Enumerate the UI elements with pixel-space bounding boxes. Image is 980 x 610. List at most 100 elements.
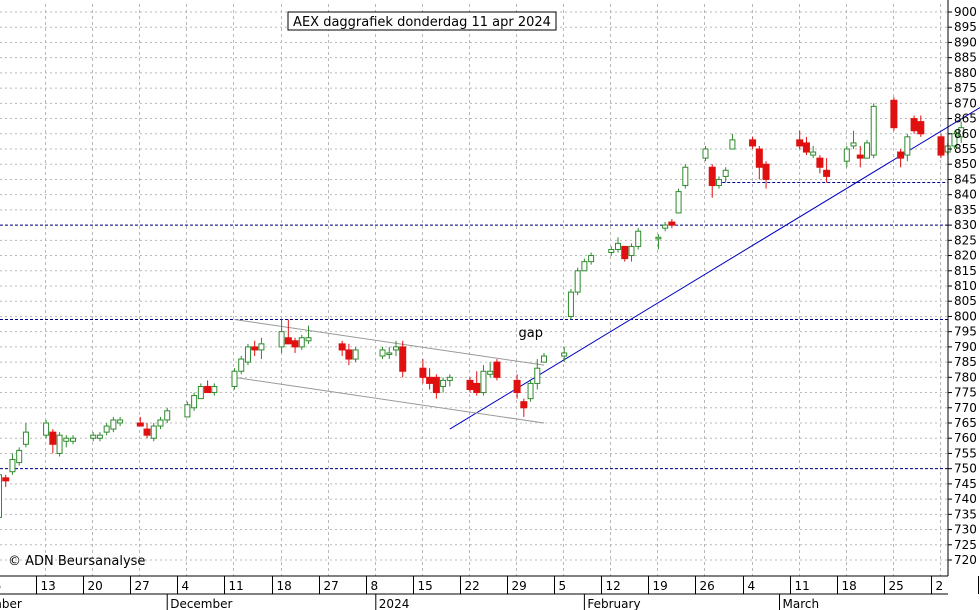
candle bbox=[244, 343, 251, 366]
candle bbox=[823, 158, 831, 183]
candle bbox=[682, 164, 689, 189]
candle-body-up bbox=[487, 370, 494, 375]
candle bbox=[917, 115, 925, 137]
x-day-label: 22 bbox=[465, 579, 480, 593]
y-tick-label: 740 bbox=[954, 492, 977, 506]
candle bbox=[561, 346, 568, 363]
candle-body-up bbox=[63, 437, 70, 442]
candle bbox=[298, 334, 305, 350]
candle bbox=[197, 383, 204, 400]
candle bbox=[238, 356, 245, 375]
candle bbox=[729, 133, 736, 150]
candle bbox=[480, 365, 487, 396]
x-day-label: 15 bbox=[418, 579, 433, 593]
candle bbox=[305, 325, 312, 344]
candle-body-down bbox=[291, 340, 299, 348]
x-month-label: March bbox=[783, 597, 820, 610]
candle-body-up bbox=[164, 410, 171, 421]
support-resistance-levels bbox=[0, 181, 948, 470]
candle-body-up bbox=[157, 419, 164, 427]
x-day-label: 25 bbox=[889, 579, 904, 593]
candle-body-up bbox=[527, 382, 534, 400]
candle bbox=[655, 234, 662, 250]
candle bbox=[56, 432, 63, 457]
candle bbox=[796, 130, 804, 149]
candle-body-up bbox=[702, 148, 709, 159]
candle bbox=[574, 267, 581, 296]
candle-body-down bbox=[136, 422, 144, 427]
x-month-label: 2024 bbox=[379, 597, 410, 610]
y-tick-label: 770 bbox=[954, 401, 977, 415]
candle-body-up bbox=[117, 419, 124, 424]
candle-body-down bbox=[2, 477, 10, 482]
candle bbox=[621, 245, 629, 262]
candle-body-down bbox=[668, 221, 676, 226]
candle bbox=[419, 359, 427, 384]
candle-body-down bbox=[890, 99, 898, 129]
candle bbox=[897, 149, 905, 168]
candle-body-down bbox=[399, 346, 407, 372]
candle bbox=[251, 340, 259, 357]
candle-body-down bbox=[204, 385, 212, 394]
candle-body-down bbox=[338, 343, 346, 351]
candle-body-up bbox=[43, 422, 50, 436]
candle-body-down bbox=[749, 139, 757, 147]
candle bbox=[43, 419, 50, 439]
candle bbox=[258, 337, 265, 360]
x-day-label: 4 bbox=[182, 579, 190, 593]
candle bbox=[0, 474, 2, 518]
candle-body-up bbox=[16, 449, 23, 464]
candle bbox=[675, 188, 682, 214]
candle bbox=[432, 374, 440, 399]
candle-body-down bbox=[345, 349, 353, 360]
y-tick-label: 850 bbox=[954, 157, 977, 171]
candle-body-up bbox=[958, 127, 965, 138]
grid-layer bbox=[0, 4, 948, 576]
candle bbox=[487, 362, 494, 378]
candle-body-down bbox=[937, 136, 945, 156]
candle bbox=[49, 429, 57, 454]
y-tick-label: 820 bbox=[954, 249, 977, 263]
candle bbox=[662, 222, 669, 232]
candle bbox=[708, 164, 716, 198]
candle-body-up bbox=[446, 376, 453, 381]
trendline-channel-lower bbox=[234, 376, 545, 424]
candle-body-down bbox=[513, 379, 521, 394]
candle-body-down bbox=[762, 163, 770, 180]
x-day-label: 11 bbox=[229, 579, 244, 593]
candle bbox=[16, 447, 23, 466]
candle bbox=[581, 258, 588, 272]
x-day-label: 8 bbox=[371, 579, 379, 593]
trendline-rising-support bbox=[449, 106, 980, 430]
copyright-label: © ADN Beursanalyse bbox=[8, 554, 145, 569]
candle-body-up bbox=[541, 355, 548, 363]
candle bbox=[890, 97, 898, 131]
candle bbox=[379, 346, 386, 360]
y-tick-label: 790 bbox=[954, 340, 977, 354]
candle bbox=[527, 380, 534, 402]
candle bbox=[446, 374, 453, 387]
candle-body-up bbox=[715, 178, 722, 187]
candle bbox=[2, 474, 10, 487]
y-tick-label: 810 bbox=[954, 279, 977, 293]
candle bbox=[150, 423, 157, 442]
x-day-label: 19 bbox=[653, 579, 668, 593]
candle-body-up bbox=[608, 248, 615, 254]
candle-body-up bbox=[581, 261, 588, 272]
candle bbox=[136, 416, 144, 427]
candle bbox=[440, 377, 447, 393]
candle bbox=[702, 145, 709, 162]
candle-body-up bbox=[635, 230, 642, 247]
candle-body-up bbox=[96, 434, 103, 439]
y-tick-label: 785 bbox=[954, 355, 977, 369]
candle bbox=[904, 133, 911, 162]
candle bbox=[399, 340, 407, 378]
candle bbox=[749, 136, 757, 149]
candle-body-up bbox=[386, 352, 393, 355]
candle bbox=[392, 340, 399, 357]
x-day-label: 4 bbox=[748, 579, 756, 593]
x-day-label: 29 bbox=[512, 579, 527, 593]
candle bbox=[668, 219, 676, 229]
candle-body-up bbox=[191, 395, 198, 409]
